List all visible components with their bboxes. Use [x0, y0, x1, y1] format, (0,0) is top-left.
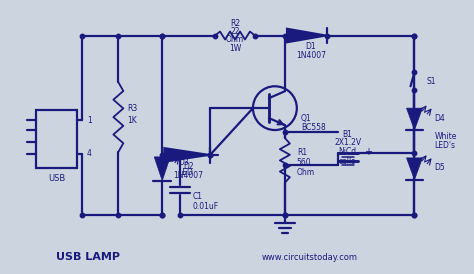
Text: LED's: LED's	[434, 141, 456, 150]
Text: BC558: BC558	[301, 122, 326, 132]
Text: C1: C1	[192, 192, 202, 201]
Polygon shape	[164, 148, 210, 162]
Text: USB: USB	[48, 174, 65, 183]
Text: D3: D3	[178, 158, 189, 167]
Bar	[36, 110, 77, 168]
Text: 1W: 1W	[229, 44, 241, 53]
Text: White: White	[434, 132, 457, 141]
Polygon shape	[407, 158, 422, 180]
Text: D5: D5	[434, 163, 445, 172]
Text: 2X1.2V: 2X1.2V	[334, 138, 361, 147]
Text: LED: LED	[178, 168, 193, 177]
Text: R1: R1	[297, 149, 307, 158]
Text: 1: 1	[87, 116, 92, 125]
Text: R3: R3	[127, 104, 137, 113]
Text: www.circuitstoday.com: www.circuitstoday.com	[262, 253, 358, 262]
Text: R2: R2	[230, 19, 240, 28]
Text: D1: D1	[305, 42, 316, 51]
Text: B1: B1	[343, 130, 353, 139]
Text: +: +	[364, 147, 372, 157]
Text: D2: D2	[183, 162, 193, 171]
Polygon shape	[287, 28, 327, 42]
Text: 1K: 1K	[128, 116, 137, 125]
Text: Ohm: Ohm	[297, 168, 315, 177]
Text: 560: 560	[297, 158, 311, 167]
Text: 1N4007: 1N4007	[173, 171, 203, 180]
Polygon shape	[154, 157, 170, 181]
Polygon shape	[407, 108, 422, 130]
Text: Ohm: Ohm	[226, 35, 244, 44]
Text: cells: cells	[339, 157, 356, 166]
Text: 4: 4	[87, 149, 92, 158]
Text: 1N4007: 1N4007	[296, 51, 326, 60]
Text: S1: S1	[427, 77, 436, 86]
Text: NiCd: NiCd	[338, 147, 357, 156]
Text: 0.01uF: 0.01uF	[192, 202, 218, 211]
Text: D4: D4	[434, 114, 445, 122]
Text: Q1: Q1	[301, 114, 311, 122]
Text: 22: 22	[230, 27, 240, 36]
Text: USB LAMP: USB LAMP	[56, 252, 120, 262]
